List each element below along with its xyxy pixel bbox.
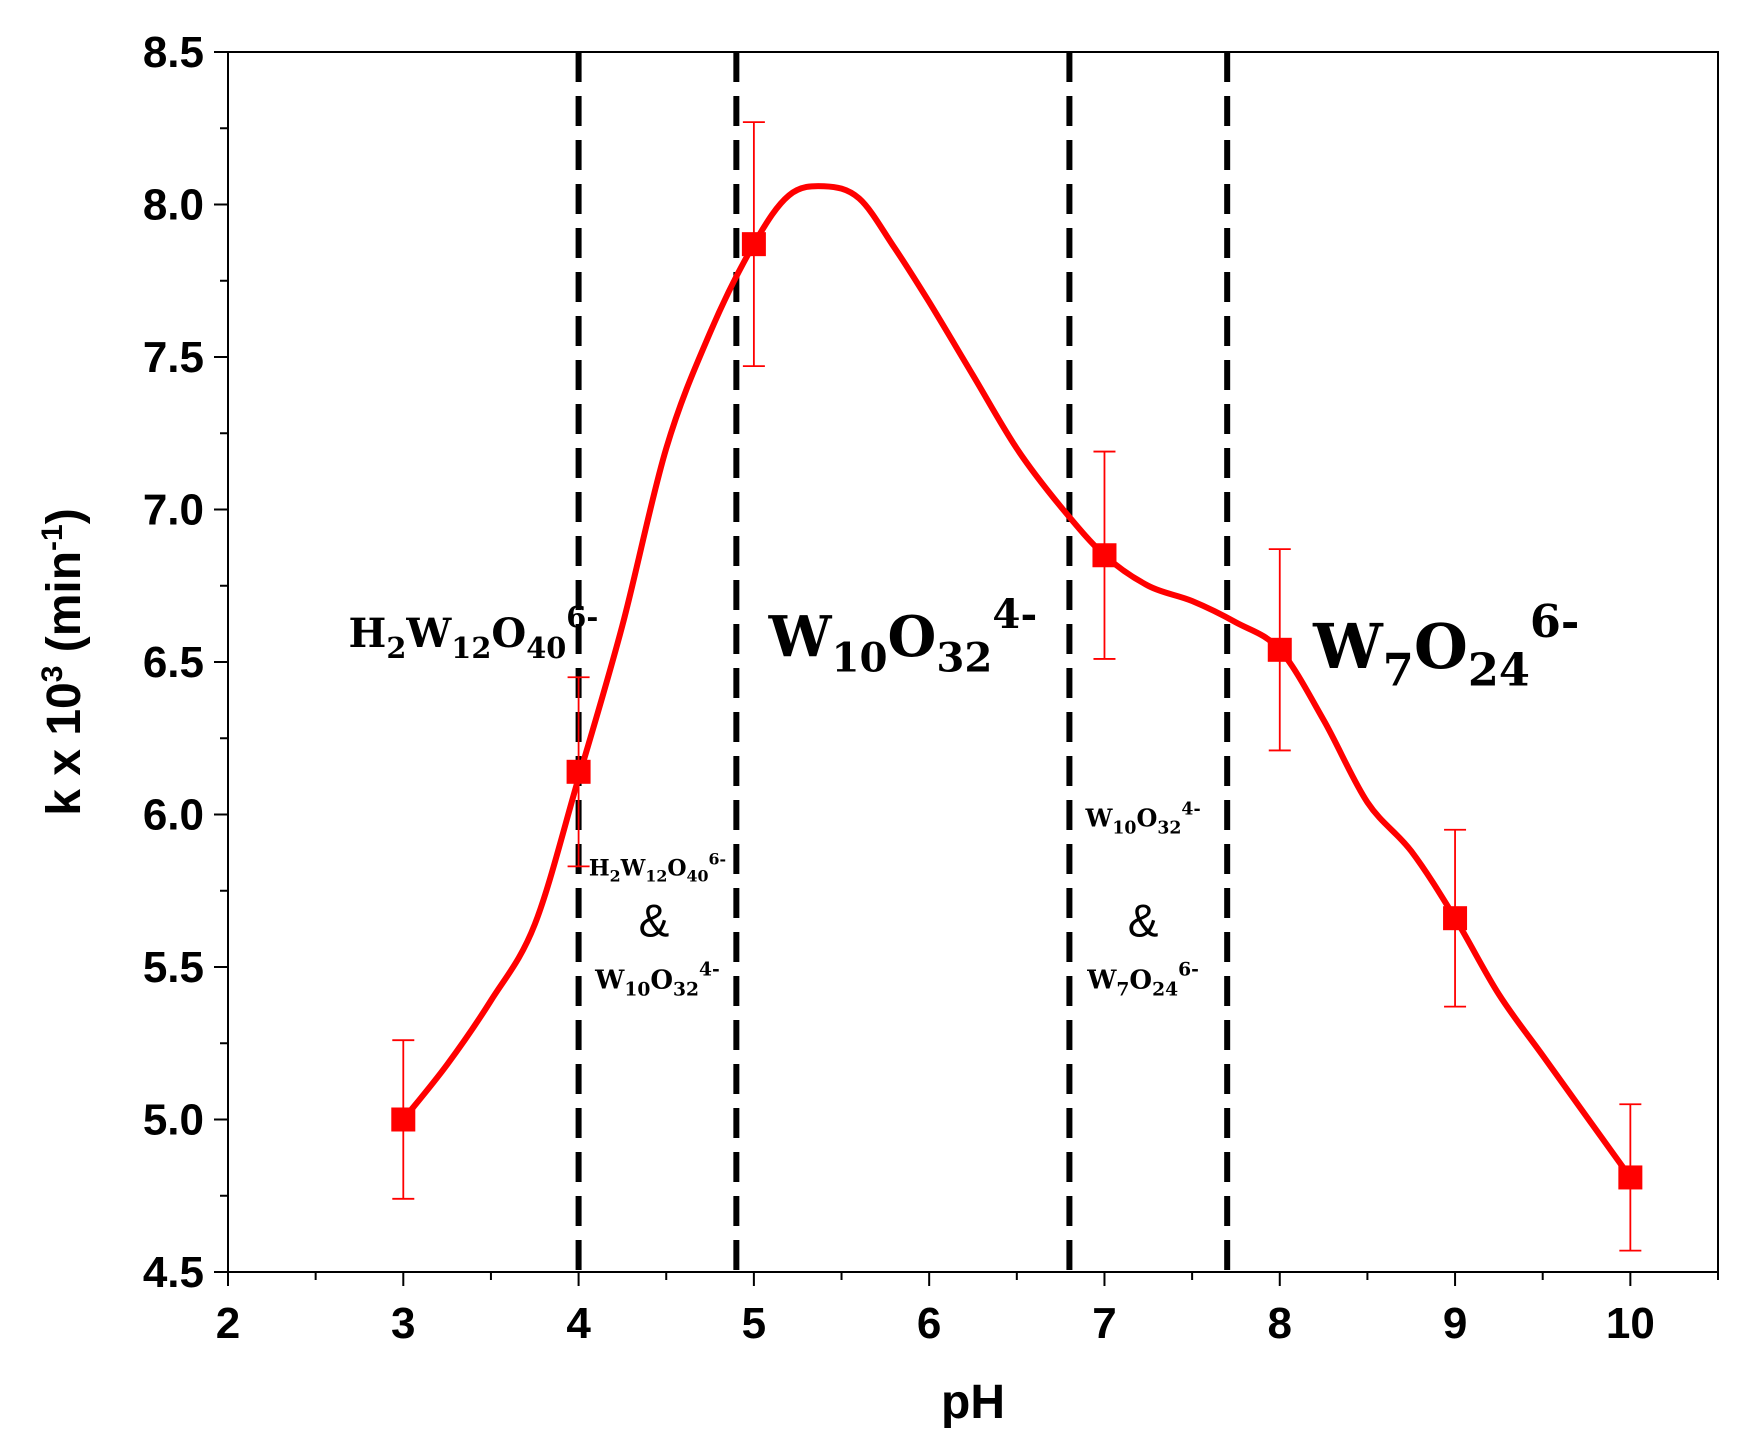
y-tick-label: 5.0 xyxy=(143,1096,204,1145)
data-point xyxy=(1092,543,1117,568)
mix1-w10o32: W10O324- xyxy=(594,958,720,1000)
y-tick-label: 6.5 xyxy=(143,638,204,687)
y-tick-label: 6.0 xyxy=(143,791,204,840)
x-tick-label: 6 xyxy=(917,1299,941,1348)
data-point xyxy=(741,232,766,257)
series-line xyxy=(400,183,1634,1181)
axis-ticks: 2 3 4 5 6 7 8 9 10 4.5 5.0 5.5 6.0 6.5 7.0 7.5 8.0 8.5 xyxy=(143,28,1719,1348)
mix1-h2w12o40: H2W12O406- xyxy=(589,850,726,886)
data-point xyxy=(566,759,591,784)
region-boundaries xyxy=(575,52,1231,1272)
species-w10o32: W10O324- xyxy=(768,590,1038,682)
data-point xyxy=(391,1107,416,1132)
x-tick-label: 10 xyxy=(1606,1299,1655,1348)
x-axis-title: pH xyxy=(941,1376,1005,1429)
y-tick-label: 5.5 xyxy=(143,943,204,992)
y-tick-label: 4.5 xyxy=(143,1248,204,1297)
y-axis-title: k x 103 (min-1) xyxy=(36,508,91,815)
x-tick-label: 7 xyxy=(1092,1299,1116,1348)
y-tick-label: 8.5 xyxy=(143,28,204,77)
y-tick-label: 7.0 xyxy=(143,486,204,535)
x-tick-label: 5 xyxy=(742,1299,766,1348)
data-point xyxy=(1443,906,1468,931)
x-tick-label: 4 xyxy=(566,1299,591,1348)
x-tick-label: 8 xyxy=(1268,1299,1292,1348)
mix2-w7o24: W7O246- xyxy=(1086,958,1199,1000)
species-h2w12o40: H2W12O406- xyxy=(349,600,599,665)
mix1-ampersand: & xyxy=(639,895,670,947)
y-tick-label: 7.5 xyxy=(143,333,204,382)
data-point xyxy=(1618,1165,1643,1190)
x-tick-label: 9 xyxy=(1443,1299,1467,1348)
species-w7o24: W7O246- xyxy=(1312,595,1579,696)
annotations: H2W12O406- W10O324- W7O246- H2W12O406- W10O3… xyxy=(349,590,1580,1001)
x-tick-label: 3 xyxy=(391,1299,415,1348)
data-markers xyxy=(391,232,1643,1190)
x-tick-label: 2 xyxy=(216,1299,240,1348)
y-tick-label: 8.0 xyxy=(143,181,204,230)
mix2-w10o32: W10O324- xyxy=(1084,800,1200,839)
data-point xyxy=(1267,637,1292,662)
series-curve-layer xyxy=(400,183,1634,1181)
mix2-ampersand: & xyxy=(1128,895,1159,947)
